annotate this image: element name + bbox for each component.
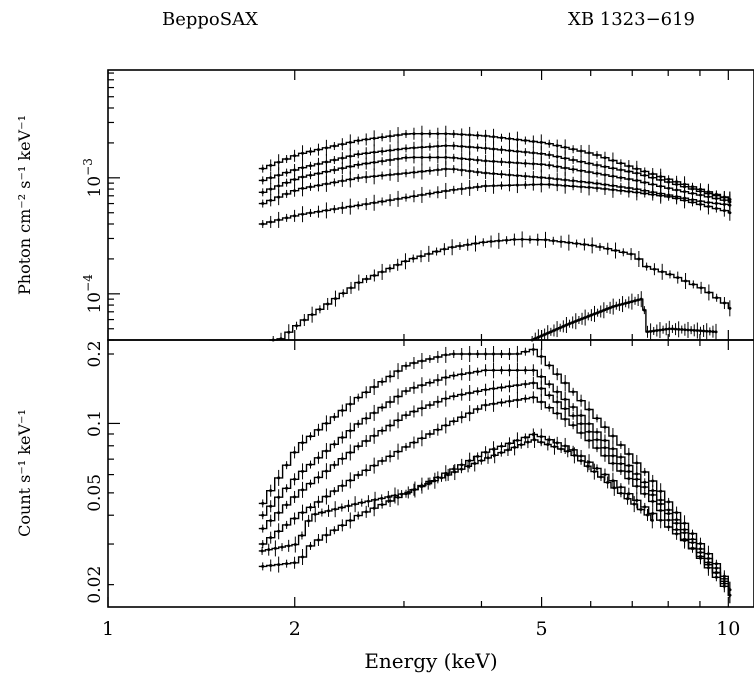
spectrum-series — [258, 183, 732, 225]
spectrum-series — [258, 145, 732, 201]
spectrum-series — [258, 396, 732, 596]
spectrum-series — [530, 298, 718, 341]
spectrum-series — [258, 133, 732, 201]
top-spectra — [258, 125, 732, 342]
y-tick-label: 0.1 — [85, 410, 105, 437]
bottom-panel-frame — [107, 339, 754, 608]
x-tick-label: 2 — [289, 618, 301, 640]
spectrum-series — [258, 382, 732, 596]
bottom-axis-ticks: 0.2 0.1 0.05 0.02 1 2 5 10 — [85, 340, 740, 640]
spectrum-series — [258, 156, 732, 203]
y-tick-label: 10−4 — [81, 274, 105, 314]
top-y-axis-label: Photon cm⁻² s⁻¹ keV⁻¹ — [15, 115, 34, 295]
y-tick-label: 0.02 — [85, 566, 105, 604]
x-tick-label: 5 — [536, 618, 548, 640]
spectrum-series — [258, 168, 732, 206]
x-axis-label: Energy (keV) — [364, 649, 497, 673]
bottom-y-axis-label: Count s⁻¹ keV⁻¹ — [15, 409, 34, 537]
spectrum-series — [258, 433, 732, 591]
top-axis-ticks: 10−3 10−4 — [81, 70, 729, 341]
bottom-spectra — [258, 343, 732, 604]
spectrum-series — [269, 238, 732, 341]
mission-label: BeppoSAX — [162, 9, 258, 30]
x-tick-label: 10 — [716, 618, 740, 640]
y-tick-label: 0.2 — [85, 340, 105, 367]
y-tick-label: 10−3 — [81, 158, 105, 197]
y-tick-label: 0.05 — [85, 474, 105, 512]
x-tick-label: 1 — [102, 618, 114, 640]
source-label: XB 1323−619 — [568, 9, 695, 30]
spectrum-series — [258, 439, 654, 552]
spectrum-series — [258, 348, 732, 591]
spectrum-series — [258, 369, 732, 591]
top-panel-frame — [107, 69, 754, 341]
